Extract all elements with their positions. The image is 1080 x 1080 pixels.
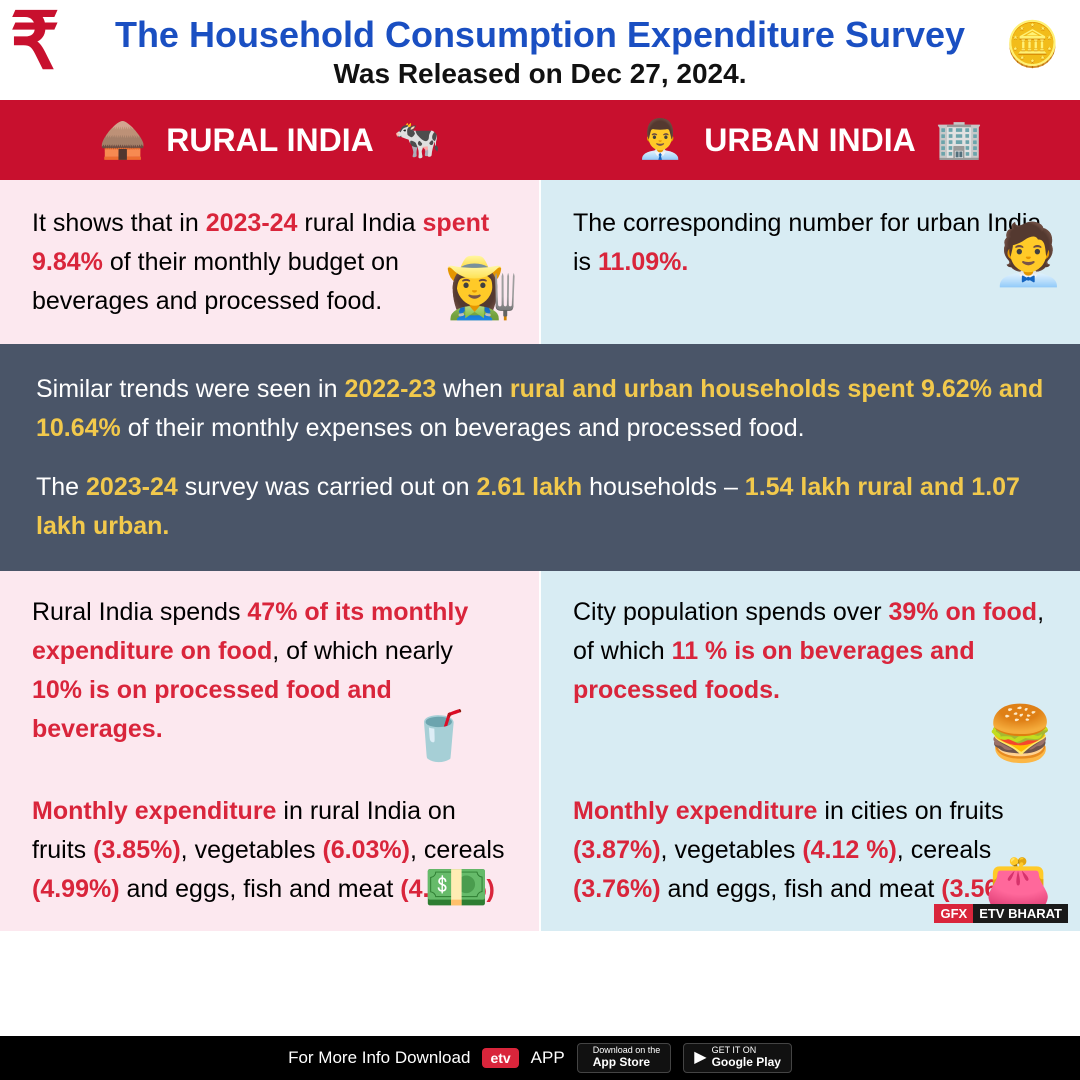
- text: of their monthly expenses on beverages a…: [121, 414, 805, 442]
- highlight-stat: 10% is on processed food and beverages.: [32, 676, 392, 743]
- soda-icon: 🥤: [409, 700, 469, 774]
- person-id-icon: 🧑‍💼: [991, 208, 1066, 301]
- highlight-pct: (6.03%): [322, 836, 410, 864]
- highlight-pct: (3.76%): [573, 875, 661, 903]
- farmer-icon: 👩‍🌾: [444, 241, 519, 334]
- urban-cell-1: The corresponding number for urban India…: [541, 180, 1080, 344]
- page-subtitle: Was Released on Dec 27, 2024.: [30, 58, 1050, 90]
- text: City population spends over: [573, 598, 888, 626]
- text: households –: [582, 473, 745, 501]
- category-band: 🛖 RURAL INDIA 🐄 👨‍💼 URBAN INDIA 🏢: [0, 100, 1080, 180]
- rural-cell-1: It shows that in 2023-24 rural India spe…: [0, 180, 539, 344]
- text: Similar trends were seen in: [36, 375, 344, 403]
- rural-band: 🛖 RURAL INDIA 🐄: [0, 100, 540, 180]
- cash-icon: 💵: [424, 848, 489, 929]
- row-2: Rural India spends 47% of its monthly ex…: [0, 571, 1080, 770]
- header: ₹ 🪙 The Household Consumption Expenditur…: [0, 0, 1080, 100]
- urban-band: 👨‍💼 URBAN INDIA 🏢: [540, 100, 1080, 180]
- rural-label: RURAL INDIA: [166, 122, 373, 159]
- businessman-icon: 👨‍💼: [637, 118, 684, 162]
- text: App Store: [593, 1056, 661, 1069]
- trends-block: Similar trends were seen in 2022-23 when…: [0, 344, 1080, 571]
- brand-label: ETV BHARAT: [973, 904, 1068, 923]
- brand-app-icon: etv: [482, 1048, 518, 1068]
- text: in cities on fruits: [817, 797, 1003, 825]
- text: when: [436, 375, 510, 403]
- app-label: APP: [531, 1048, 565, 1068]
- trends-p2: The 2023-24 survey was carried out on 2.…: [36, 468, 1044, 546]
- text: Rural India spends: [32, 598, 247, 626]
- building-icon: 🏢: [936, 118, 983, 162]
- googleplay-button[interactable]: ▶ GET IT ONGoogle Play: [683, 1043, 792, 1072]
- text: and eggs, fish and meat: [120, 875, 401, 903]
- text: , vegetables: [661, 836, 803, 864]
- text: rural India: [297, 209, 422, 237]
- text: and eggs, fish and meat: [661, 875, 942, 903]
- row-1: It shows that in 2023-24 rural India spe…: [0, 180, 1080, 344]
- text: Google Play: [712, 1056, 781, 1069]
- page-title: The Household Consumption Expenditure Su…: [30, 14, 1050, 56]
- cow-icon: 🐄: [394, 118, 441, 162]
- text: survey was carried out on: [178, 473, 477, 501]
- play-icon: ▶: [694, 1049, 706, 1067]
- coins-icon: 🪙: [1005, 18, 1060, 70]
- highlight-pct: (3.87%): [573, 836, 661, 864]
- burger-icon: 🍔: [987, 693, 1054, 777]
- highlight-stat: 2.61 lakh: [477, 473, 583, 501]
- text: , vegetables: [181, 836, 323, 864]
- text: , cereals: [897, 836, 991, 864]
- highlight-stat: 39% on food: [888, 598, 1037, 626]
- urban-cell-2: City population spends over 39% on food,…: [541, 571, 1080, 770]
- highlight-pct: 11.09%.: [598, 248, 688, 276]
- highlight-pct: (3.85%): [93, 836, 181, 864]
- footer-text: For More Info Download: [288, 1048, 470, 1068]
- hut-icon: 🛖: [99, 118, 146, 162]
- rural-cell-3: Monthly expenditure in rural India on fr…: [0, 770, 539, 930]
- rupee-icon: ₹: [10, 0, 60, 87]
- highlight-pct: (4.99%): [32, 875, 120, 903]
- highlight-lead: Monthly expenditure: [573, 797, 817, 825]
- trends-p1: Similar trends were seen in 2022-23 when…: [36, 370, 1044, 448]
- appstore-button[interactable]: Download on theApp Store: [577, 1043, 672, 1072]
- gfx-credit: GFXETV BHARAT: [934, 904, 1068, 924]
- text: It shows that in: [32, 209, 206, 237]
- row-3: Monthly expenditure in rural India on fr…: [0, 770, 1080, 930]
- highlight-year: 2023-24: [86, 473, 178, 501]
- text: The: [36, 473, 86, 501]
- gfx-label: GFX: [934, 904, 973, 923]
- highlight-lead: Monthly expenditure: [32, 797, 276, 825]
- highlight-pct: (4.12 %): [802, 836, 896, 864]
- urban-cell-3: Monthly expenditure in cities on fruits …: [541, 770, 1080, 930]
- text: , of which nearly: [272, 637, 453, 665]
- urban-label: URBAN INDIA: [704, 122, 916, 159]
- highlight-year: 2022-23: [344, 375, 436, 403]
- rural-cell-2: Rural India spends 47% of its monthly ex…: [0, 571, 539, 770]
- highlight-year: 2023-24: [206, 209, 298, 237]
- footer: For More Info Download etv APP Download …: [0, 1036, 1080, 1080]
